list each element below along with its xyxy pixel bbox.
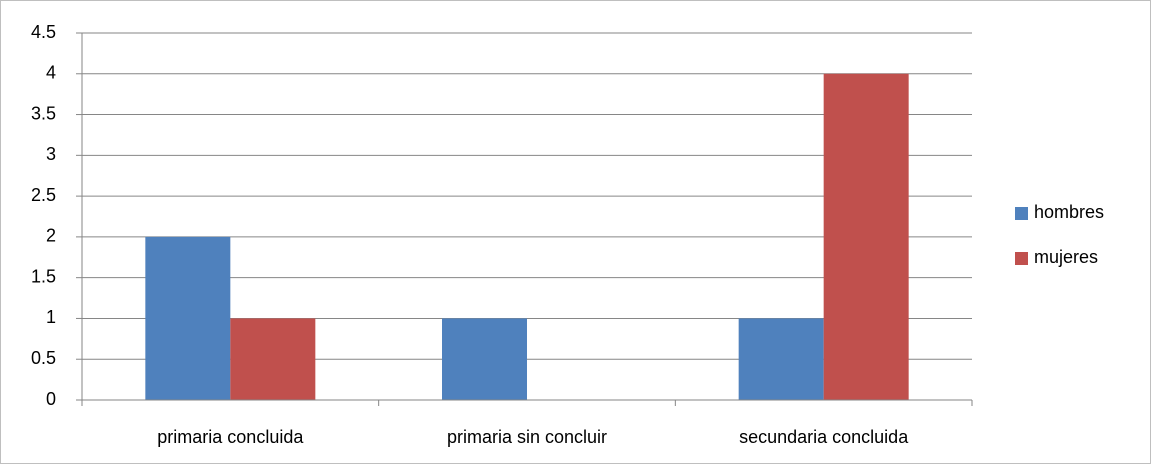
bar (442, 318, 527, 400)
y-tick-label: 4.5 (31, 22, 56, 42)
y-tick-label: 2.5 (31, 185, 56, 205)
x-tick-label: secundaria concluida (739, 427, 909, 447)
x-tick-label: primaria sin concluir (447, 427, 607, 447)
legend-swatch (1015, 207, 1028, 220)
bar (145, 236, 231, 400)
bar (823, 73, 909, 401)
legend-label: hombres (1034, 202, 1104, 222)
x-tick-label: primaria concluida (157, 427, 304, 447)
legend-swatch (1015, 252, 1028, 265)
y-tick-label: 3.5 (31, 103, 56, 123)
y-tick-label: 2 (46, 226, 56, 246)
bar (738, 318, 824, 400)
bar (230, 318, 316, 400)
y-tick-label: 1.5 (31, 266, 56, 286)
y-tick-label: 1 (46, 307, 56, 327)
y-tick-label: 0 (46, 389, 56, 409)
y-tick-label: 4 (46, 63, 56, 83)
y-tick-label: 3 (46, 144, 56, 164)
y-tick-label: 0.5 (31, 348, 56, 368)
legend-label: mujeres (1034, 247, 1098, 267)
